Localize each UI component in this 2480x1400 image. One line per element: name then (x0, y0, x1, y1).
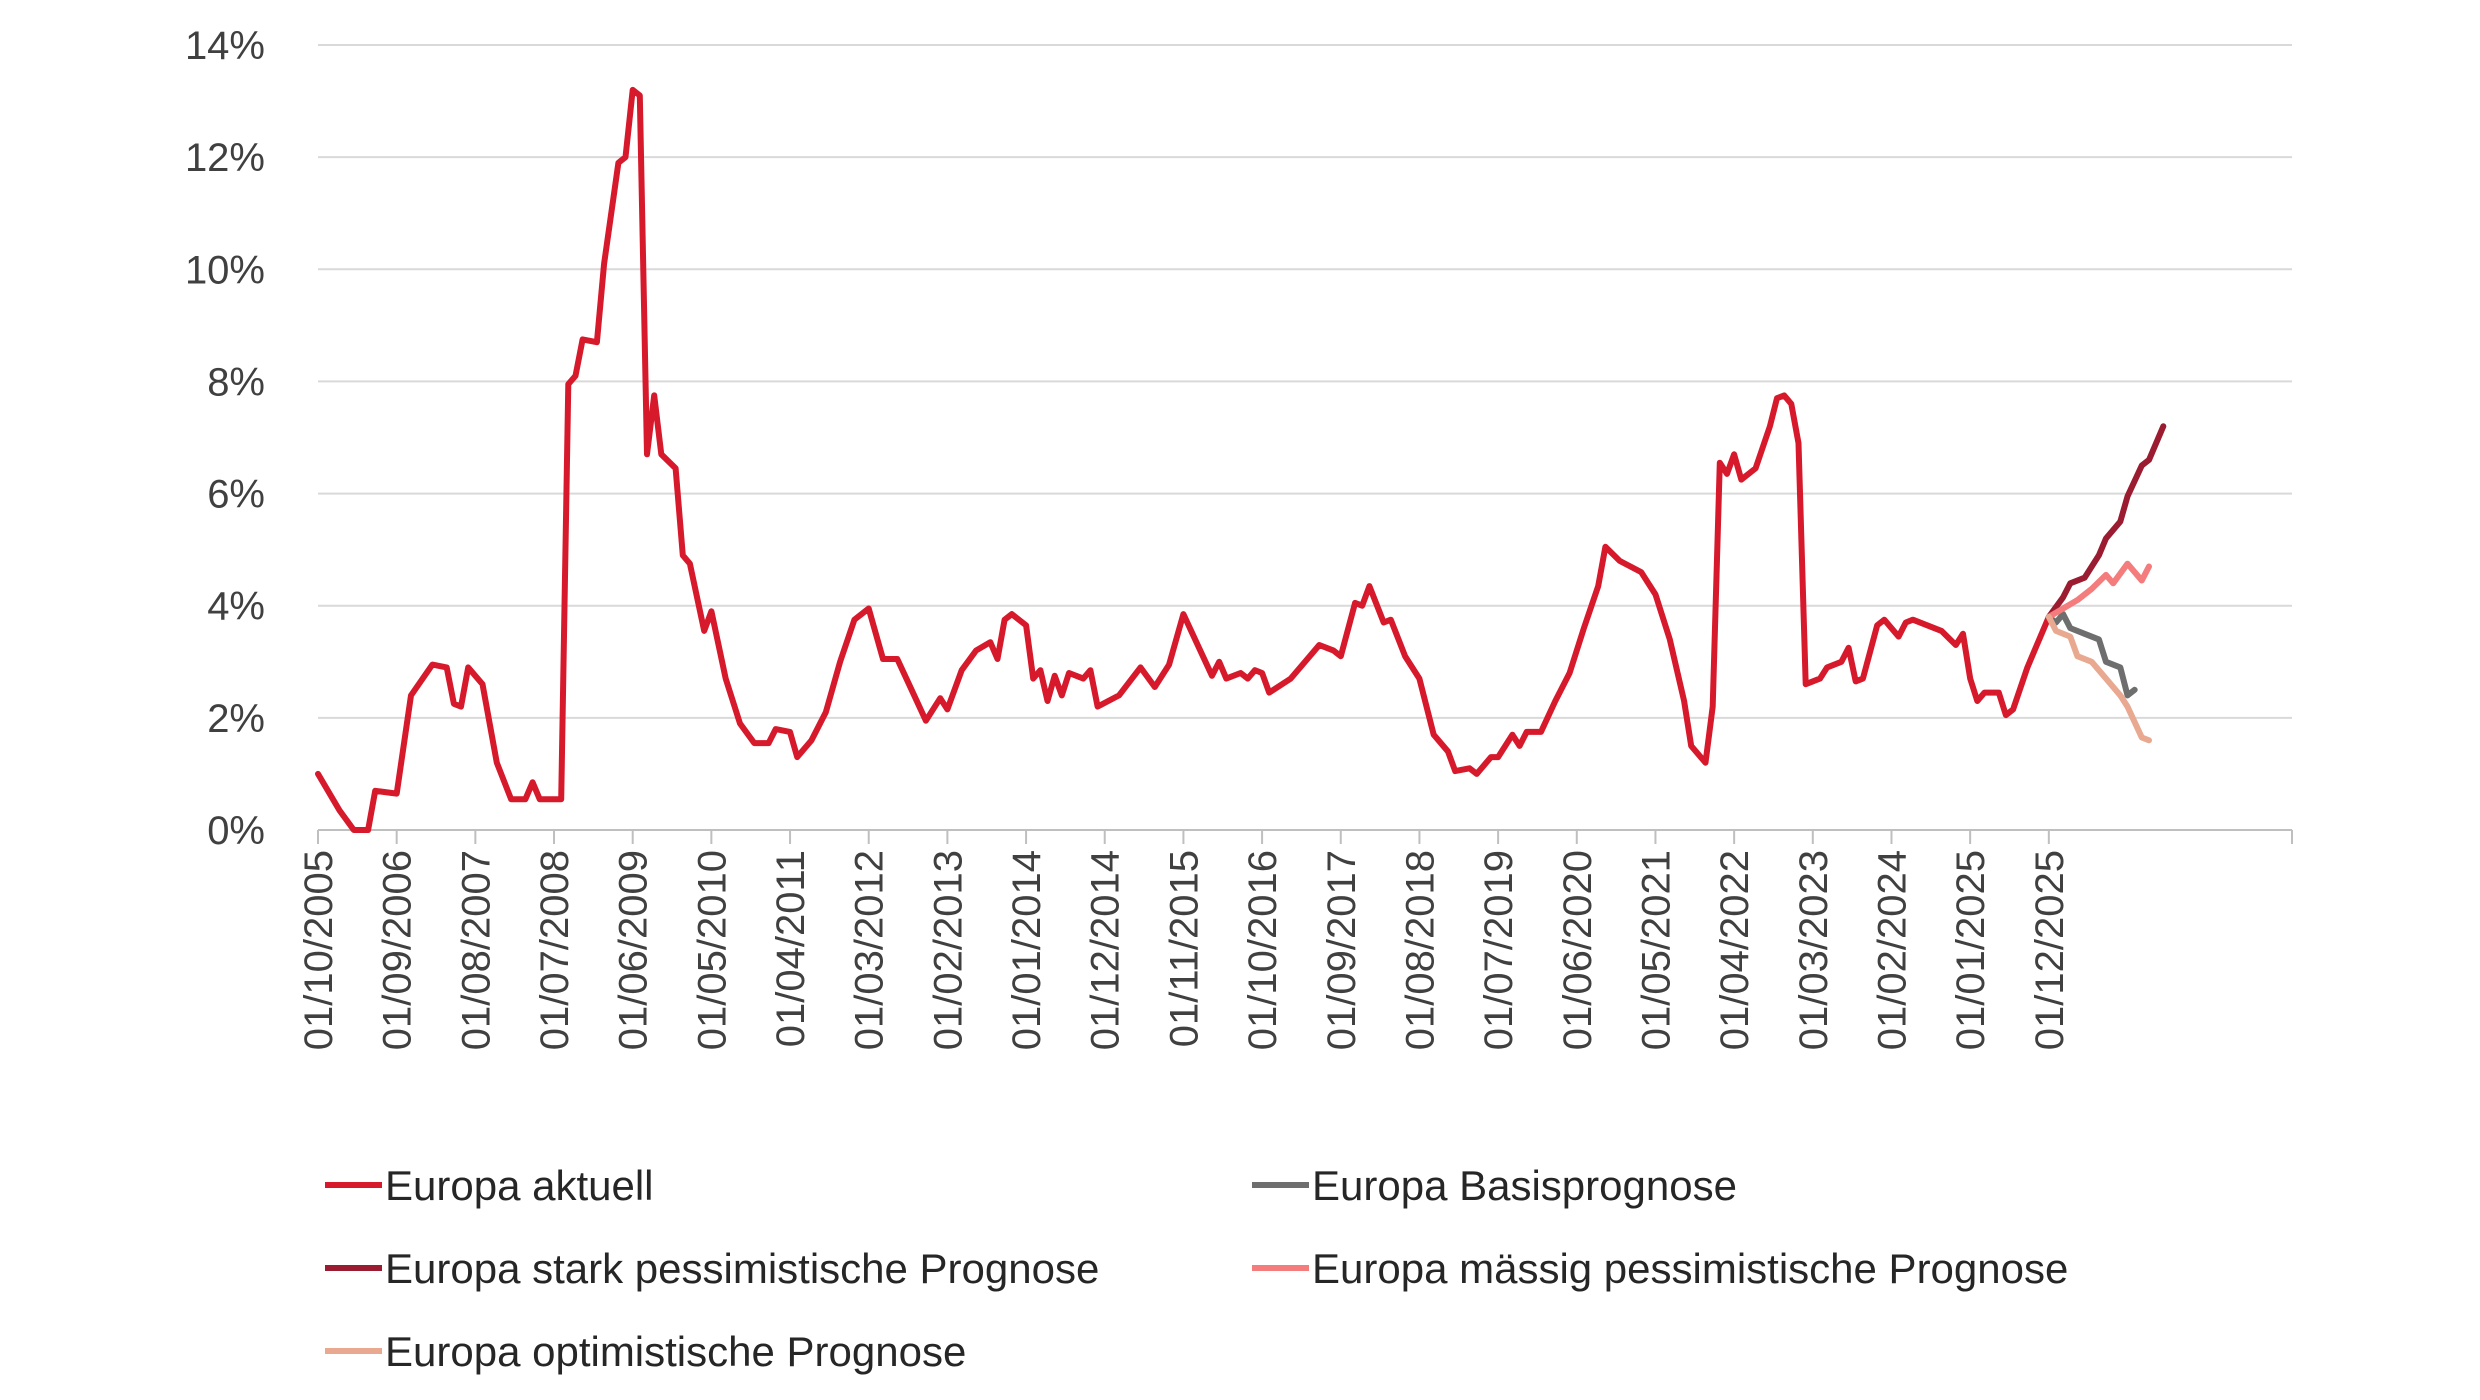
x-tick-label: 01/07/2019 (1477, 850, 1521, 1050)
y-tick-label: 14% (185, 24, 265, 68)
y-tick-label: 0% (207, 809, 265, 853)
x-tick-label: 01/02/2013 (926, 850, 970, 1050)
legend-label: Europa Basisprognose (1312, 1162, 1737, 1209)
legend-label: Europa aktuell (385, 1162, 654, 1209)
x-tick-label: 01/11/2015 (1162, 850, 1206, 1047)
x-tick-label: 01/06/2020 (1556, 850, 1600, 1050)
x-tick-label: 01/10/2016 (1241, 850, 1285, 1050)
y-tick-label: 4% (207, 585, 265, 629)
legend: Europa aktuell Europa Basisprognose Europa… (325, 1162, 2068, 1375)
x-tick-label: 01/08/2007 (454, 850, 498, 1050)
y-tick-label: 12% (185, 136, 265, 180)
x-tick-label: 01/08/2018 (1398, 850, 1442, 1050)
y-tick-label: 8% (207, 360, 265, 404)
series-line-4 (2045, 613, 2152, 744)
x-tick-label: 01/03/2023 (1792, 850, 1836, 1050)
x-tick-label: 01/04/2011 (769, 850, 813, 1047)
x-tick-label: 01/12/2025 (2028, 850, 2072, 1050)
series-line-0 (315, 86, 2052, 833)
x-tick-label: 01/05/2021 (1634, 850, 1678, 1050)
x-tick-label: 01/05/2010 (690, 850, 734, 1050)
legend-label: Europa stark pessimistische Prognose (385, 1245, 1099, 1292)
x-tick-label: 01/09/2017 (1320, 850, 1364, 1050)
axes: 0% 2% 4% 6% 8% 10% 12% 14% 01/10/2005 01/09/2006 0… (185, 24, 2293, 1050)
series-line-3 (2045, 560, 2152, 620)
series-line-2 (2045, 423, 2167, 620)
x-tick-label: 01/10/2005 (297, 850, 341, 1050)
x-tick-label: 01/06/2009 (612, 850, 656, 1050)
x-tick-label: 01/03/2012 (848, 850, 892, 1050)
legend-label: Europa mässig pessimistische Prognose (1312, 1245, 2068, 1292)
x-tick-label: 01/02/2024 (1870, 850, 1914, 1050)
x-tick-label: 01/12/2014 (1084, 850, 1128, 1050)
y-tick-label: 6% (207, 473, 265, 517)
legend-label: Europa optimistische Prognose (385, 1328, 966, 1375)
gridlines (318, 44, 2292, 719)
series-line-1 (2045, 611, 2138, 699)
series-lines (315, 86, 2167, 833)
x-tick-label: 01/04/2022 (1713, 850, 1757, 1050)
x-tick-label: 01/09/2006 (376, 850, 420, 1050)
x-tick-label: 01/07/2008 (533, 850, 577, 1050)
x-tick-label: 01/01/2014 (1005, 850, 1049, 1050)
y-tick-label: 10% (185, 248, 265, 292)
x-tick-label: 01/01/2025 (1949, 850, 1993, 1050)
y-tick-label: 2% (207, 697, 265, 741)
